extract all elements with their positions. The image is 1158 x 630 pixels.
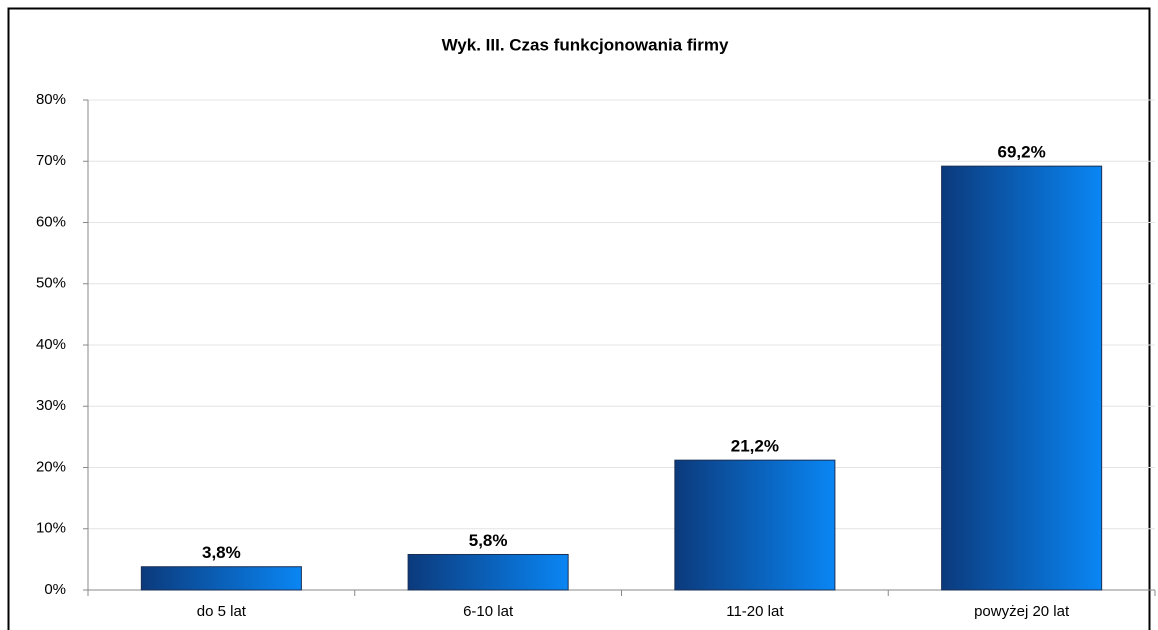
- x-tick-label: 11-20 lat: [726, 603, 784, 620]
- chart-title: Wyk. III. Czas funkcjonowania firmy: [442, 35, 729, 54]
- x-tick-label: do 5 lat: [197, 603, 247, 620]
- value-label: 21,2%: [731, 437, 779, 456]
- y-tick-label: 80%: [36, 91, 66, 108]
- bar: [674, 459, 836, 591]
- bar: [140, 566, 302, 591]
- x-tick-label: 6-10 lat: [463, 603, 514, 620]
- bar: [407, 553, 569, 591]
- y-tick-label: 0%: [44, 581, 66, 598]
- y-tick-label: 40%: [36, 336, 66, 353]
- y-tick-label: 20%: [36, 458, 66, 475]
- value-label: 3,8%: [202, 543, 241, 562]
- y-tick-label: 60%: [36, 213, 66, 230]
- bar: [941, 165, 1103, 591]
- y-tick-label: 50%: [36, 275, 66, 292]
- y-tick-label: 10%: [36, 520, 66, 537]
- y-tick-label: 30%: [36, 397, 66, 414]
- y-tick-label: 70%: [36, 152, 66, 169]
- x-tick-label: powyżej 20 lat: [974, 603, 1070, 620]
- value-label: 5,8%: [469, 531, 508, 550]
- value-label: 69,2%: [998, 143, 1046, 162]
